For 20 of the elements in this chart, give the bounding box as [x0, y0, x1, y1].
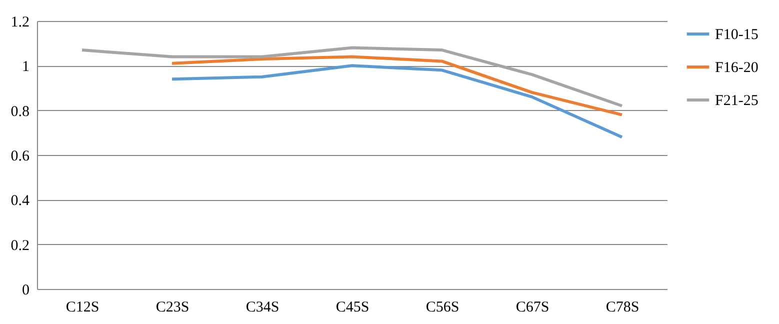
legend-label: F10-15 [715, 27, 758, 43]
y-tick-label: 0 [22, 282, 30, 298]
y-tick-label: 0.4 [10, 193, 30, 210]
y-tick-label: 0.8 [10, 104, 30, 120]
x-tick-label: C56S [426, 300, 460, 316]
y-tick-label: 0.2 [10, 238, 30, 254]
y-tick-label: 0.6 [10, 148, 30, 164]
legend-label: F21-25 [715, 93, 758, 109]
legend-label: F16-20 [715, 60, 758, 76]
x-tick-label: C23S [156, 300, 190, 316]
x-tick-label: C67S [516, 300, 550, 316]
x-tick-label: C12S [66, 300, 100, 316]
x-tick-label: C45S [336, 300, 370, 316]
y-tick-label: 1 [22, 59, 30, 76]
line-series [80, 46, 624, 108]
x-tick-label: C78S [606, 300, 640, 316]
line-series [170, 55, 624, 116]
y-tick-label: 1.2 [10, 14, 30, 30]
line-series [170, 64, 624, 139]
x-tick-label: C34S [246, 300, 280, 316]
